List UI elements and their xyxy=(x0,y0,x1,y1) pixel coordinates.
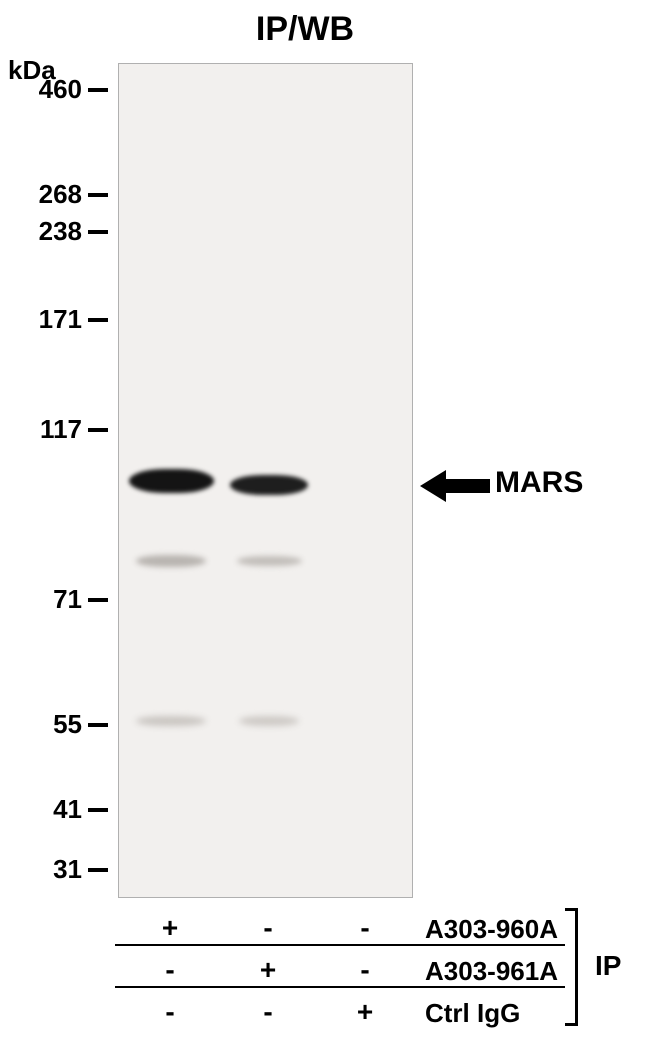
ip-axis-label: IP xyxy=(595,950,621,982)
legend-lane-marker: - xyxy=(140,996,200,1028)
ip-bracket-tick xyxy=(565,1023,578,1026)
ip-bracket-vertical xyxy=(575,908,578,1026)
protein-band xyxy=(129,469,214,493)
legend-separator-line xyxy=(115,986,565,988)
western-blot-figure: IP/WB kDa MARS IP 4602682381711177155413… xyxy=(0,0,650,1059)
legend-lane-marker: - xyxy=(335,912,395,944)
mw-marker-label: 460 xyxy=(12,74,82,105)
ip-bracket-tick xyxy=(565,908,578,911)
legend-lane-marker: - xyxy=(335,954,395,986)
mw-marker-tick xyxy=(88,723,108,727)
protein-band xyxy=(230,475,308,495)
mw-marker-tick xyxy=(88,868,108,872)
mw-marker-label: 238 xyxy=(12,216,82,247)
mw-marker-label: 268 xyxy=(12,179,82,210)
legend-antibody-label: A303-960A xyxy=(425,914,558,945)
mw-marker-tick xyxy=(88,598,108,602)
legend-lane-marker: - xyxy=(238,996,298,1028)
mw-marker-tick xyxy=(88,428,108,432)
figure-title: IP/WB xyxy=(215,10,395,49)
legend-separator-line xyxy=(115,944,565,946)
mw-marker-tick xyxy=(88,808,108,812)
protein-band xyxy=(136,555,206,567)
legend-antibody-label: A303-961A xyxy=(425,956,558,987)
protein-band xyxy=(237,556,302,566)
legend-lane-marker: - xyxy=(238,912,298,944)
legend-lane-marker: + xyxy=(335,996,395,1028)
mw-marker-label: 117 xyxy=(12,414,82,445)
mw-marker-label: 171 xyxy=(12,304,82,335)
mw-marker-tick xyxy=(88,88,108,92)
legend-lane-marker: + xyxy=(238,954,298,986)
blot-membrane xyxy=(118,63,413,898)
target-protein-label: MARS xyxy=(495,466,583,500)
mw-marker-label: 55 xyxy=(12,709,82,740)
protein-band xyxy=(239,716,299,726)
legend-antibody-label: Ctrl IgG xyxy=(425,998,520,1029)
target-arrow xyxy=(420,470,490,502)
mw-marker-label: 71 xyxy=(12,584,82,615)
mw-marker-tick xyxy=(88,230,108,234)
protein-band xyxy=(136,716,206,726)
mw-marker-tick xyxy=(88,193,108,197)
legend-lane-marker: - xyxy=(140,954,200,986)
mw-marker-label: 41 xyxy=(12,794,82,825)
mw-marker-tick xyxy=(88,318,108,322)
legend-lane-marker: + xyxy=(140,912,200,944)
mw-marker-label: 31 xyxy=(12,854,82,885)
